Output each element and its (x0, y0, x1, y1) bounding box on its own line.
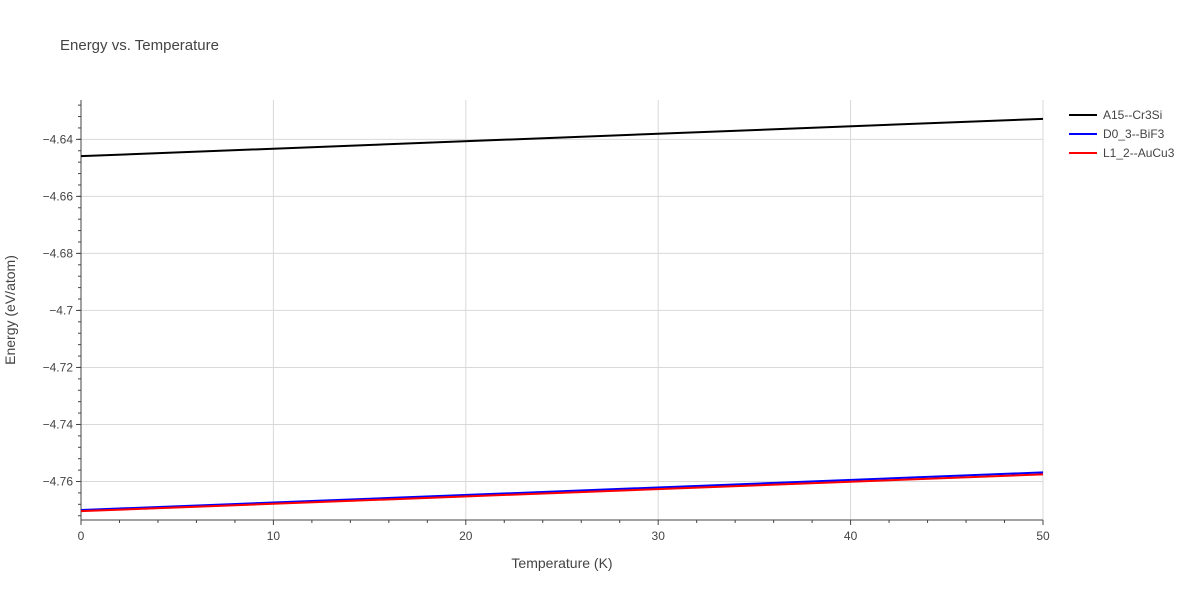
y-axis-title: Energy (eV/atom) (2, 255, 18, 365)
x-tick-label: 30 (652, 529, 666, 543)
axes: 0 10 20 30 40 50 −4.76 −4.74 −4.72 −4.7 −4.68 −4.66… (43, 100, 1050, 543)
legend-label: D0_3--BiF3 (1103, 127, 1165, 141)
x-tick-label: 0 (78, 529, 85, 543)
y-tick-label: −4.66 (43, 189, 74, 203)
x-tick-label: 10 (267, 529, 281, 543)
x-axis-title: Temperature (K) (511, 555, 612, 571)
y-tick-label: −4.7 (49, 303, 73, 317)
legend-label: L1_2--AuCu3 (1103, 146, 1175, 160)
chart-title: Energy vs. Temperature (60, 37, 219, 54)
series-line-2 (80, 473, 1044, 513)
x-tick-label: 20 (459, 529, 473, 543)
y-tick-label: −4.64 (43, 132, 74, 146)
x-tick-label: 50 (1036, 529, 1050, 543)
legend: A15--Cr3Si D0_3--BiF3 L1_2--AuCu3 (1069, 108, 1175, 160)
y-tick-label: −4.72 (43, 360, 74, 374)
y-tick-label: −4.74 (43, 417, 74, 431)
legend-label: A15--Cr3Si (1103, 108, 1162, 122)
y-tick-label: −4.76 (43, 475, 74, 489)
grid-lines (81, 100, 1044, 520)
series-line-0 (80, 117, 1044, 158)
series-lines (80, 117, 1044, 513)
series-line-1 (80, 471, 1044, 512)
x-tick-label: 40 (844, 529, 858, 543)
y-tick-label: −4.68 (43, 246, 74, 260)
